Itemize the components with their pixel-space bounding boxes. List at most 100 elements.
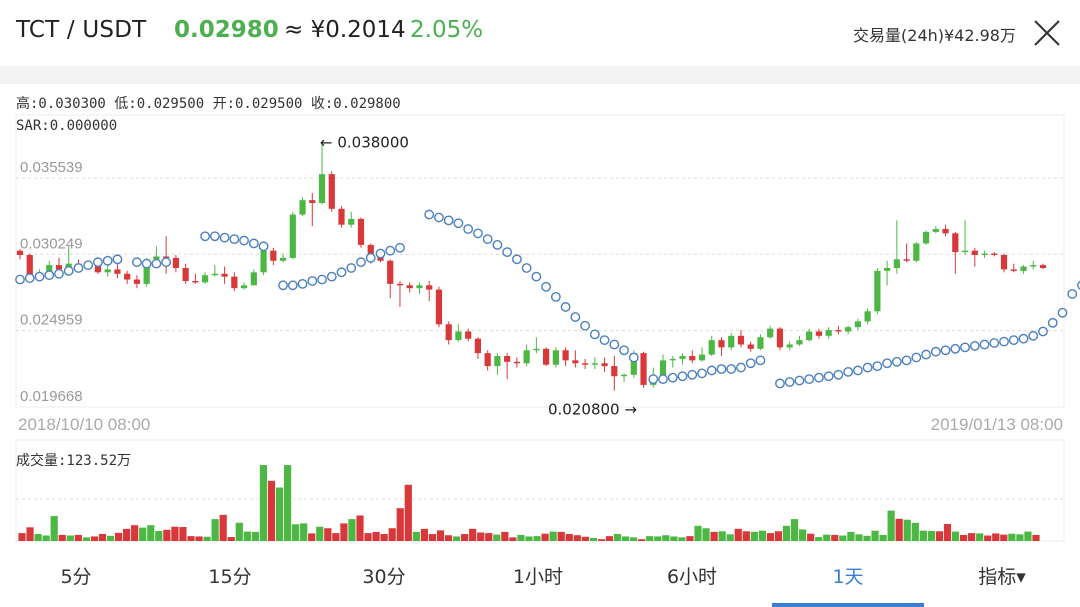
sar-point — [453, 218, 464, 229]
volume-bar — [356, 515, 364, 541]
volume-bar — [565, 534, 573, 541]
volume-bar — [316, 526, 324, 541]
last-price: 0.02980 — [174, 17, 279, 43]
sar-point — [960, 342, 970, 353]
sar-point — [151, 258, 162, 269]
sar-point — [229, 234, 240, 245]
candle — [221, 266, 228, 284]
candle-body — [893, 259, 900, 268]
volume-bar — [380, 534, 388, 541]
sar-point — [531, 271, 542, 282]
volume-bar — [420, 528, 428, 541]
volume-bar — [1000, 534, 1008, 541]
candle — [552, 347, 559, 368]
volume-bar — [613, 534, 622, 541]
candle-body — [747, 344, 754, 349]
candle-body — [903, 259, 910, 261]
candle-body — [543, 348, 550, 365]
candle — [250, 269, 257, 286]
sar-point — [706, 365, 717, 376]
sar-point — [814, 372, 824, 383]
candle-body — [679, 356, 686, 359]
volume-bar — [501, 531, 509, 541]
sar-point — [1038, 326, 1048, 337]
volume-bar — [517, 534, 525, 541]
sar-point — [219, 232, 230, 243]
sar-point — [385, 245, 396, 256]
volume-bar — [927, 530, 935, 541]
candle — [932, 226, 939, 234]
candle — [328, 171, 335, 212]
sar-point — [979, 339, 990, 350]
candle-body — [513, 361, 520, 364]
volume-bar — [573, 535, 581, 541]
tab-6hour[interactable]: 6小时 — [666, 566, 718, 588]
candle-body — [299, 200, 306, 215]
volume-bar — [123, 528, 131, 541]
candle — [211, 265, 218, 277]
sar-point — [346, 263, 357, 273]
sar-point — [1008, 335, 1019, 346]
volume-bar — [203, 536, 211, 541]
tab-15min[interactable]: 15分 — [208, 566, 252, 588]
volume-bar — [750, 531, 758, 541]
volume-bar — [259, 465, 268, 541]
volume-bar — [211, 519, 219, 541]
tab-30min[interactable]: 30分 — [362, 566, 406, 588]
volume-bar — [509, 537, 517, 541]
sar-point — [619, 345, 629, 356]
sar-point — [804, 374, 815, 385]
candle — [903, 243, 910, 263]
sar-point — [1028, 330, 1039, 341]
candle-body — [708, 340, 715, 355]
sar-point — [969, 341, 980, 351]
volume-bar — [702, 528, 710, 541]
time-axis-labels: 2018/10/10 08:00 2019/01/13 08:00 — [18, 415, 1063, 434]
candle — [620, 373, 628, 383]
candle-body — [124, 273, 131, 280]
volume-bar — [275, 487, 284, 541]
candle-body — [767, 328, 774, 338]
sar-point — [434, 212, 444, 223]
sar-point — [15, 274, 25, 285]
candle-body — [845, 327, 852, 332]
sar-point — [550, 291, 561, 302]
volume-bar — [734, 528, 742, 541]
volume-bar — [968, 533, 976, 541]
volume-bar — [58, 534, 66, 541]
candle — [523, 344, 530, 367]
sar-point — [560, 302, 571, 312]
volume-bar — [114, 532, 123, 541]
volume-bar — [372, 531, 380, 541]
volume-bar — [74, 534, 82, 541]
candle-body — [94, 263, 102, 273]
sar-point — [580, 320, 590, 331]
candle — [601, 357, 608, 372]
candle — [494, 353, 501, 375]
kline-chart[interactable]: 0.035539 0.030249 0.024959 0.019668 ← 0.038… — [0, 84, 1080, 548]
sar-point — [833, 369, 844, 380]
candle-body — [932, 229, 939, 232]
candle-body — [26, 254, 33, 277]
tab-1hour[interactable]: 1小时 — [512, 566, 564, 588]
sar-point — [63, 265, 74, 276]
candle — [815, 328, 823, 339]
tab-indicators[interactable]: 指标▾ — [978, 566, 1026, 588]
candle — [922, 230, 930, 245]
candle — [884, 260, 891, 286]
volume-bar — [50, 516, 58, 541]
sar-point — [297, 278, 308, 289]
candle — [299, 197, 306, 217]
candle-body — [163, 256, 170, 258]
candle-body — [825, 330, 832, 336]
sar-point — [1067, 289, 1078, 299]
candle — [854, 318, 861, 331]
tab-1day[interactable]: 1天 — [832, 566, 864, 588]
candle — [689, 350, 696, 364]
candle — [435, 286, 443, 328]
close-button[interactable] — [1028, 14, 1066, 52]
tab-5min[interactable]: 5分 — [60, 566, 92, 588]
sar-point — [112, 254, 123, 265]
candle-body — [426, 285, 433, 290]
candle — [747, 341, 754, 352]
